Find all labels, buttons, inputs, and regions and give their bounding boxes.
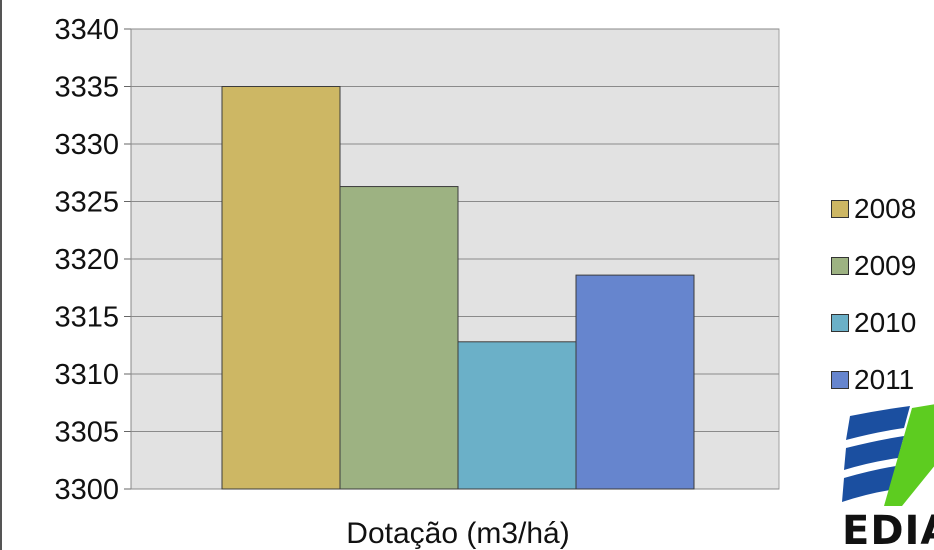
legend-item-2011: 2011 (831, 351, 916, 408)
y-tick-label: 3335 (54, 72, 119, 104)
y-tick-label: 3305 (54, 417, 119, 449)
y-tick-label: 3320 (54, 244, 119, 276)
legend-swatch (831, 256, 849, 275)
y-axis-ticks: 3300 3305 3310 3315 3320 3325 3330 3335 3340 (54, 14, 131, 506)
legend-label: 2010 (854, 306, 917, 338)
bars (221, 86, 695, 490)
legend-swatch (831, 199, 849, 218)
bar-2009 (339, 186, 459, 490)
x-axis-label: Dotação (m3/há) (346, 517, 569, 550)
y-tick-label: 3340 (54, 14, 119, 46)
bar-2008 (221, 86, 341, 490)
y-tick-label: 3325 (54, 187, 119, 219)
bar-2011 (575, 274, 695, 490)
legend: 2008 2009 2010 2011 (831, 180, 916, 408)
y-tick-label: 3310 (54, 359, 119, 391)
legend-label: 2009 (854, 249, 917, 281)
legend-item-2009: 2009 (831, 237, 916, 294)
edia-logo-mark (842, 404, 934, 506)
logo-text: EDIA (842, 508, 934, 550)
y-tick-label: 3315 (54, 302, 119, 334)
edia-logo: EDIA (840, 404, 934, 550)
legend-swatch (831, 370, 849, 389)
legend-swatch (831, 313, 849, 332)
legend-item-2010: 2010 (831, 294, 916, 351)
legend-label: 2008 (854, 192, 917, 224)
legend-item-2008: 2008 (831, 180, 916, 237)
y-tick-label: 3300 (54, 474, 119, 506)
y-tick-label: 3330 (54, 129, 119, 161)
legend-label: 2011 (854, 363, 915, 395)
bar-2010 (457, 341, 577, 490)
